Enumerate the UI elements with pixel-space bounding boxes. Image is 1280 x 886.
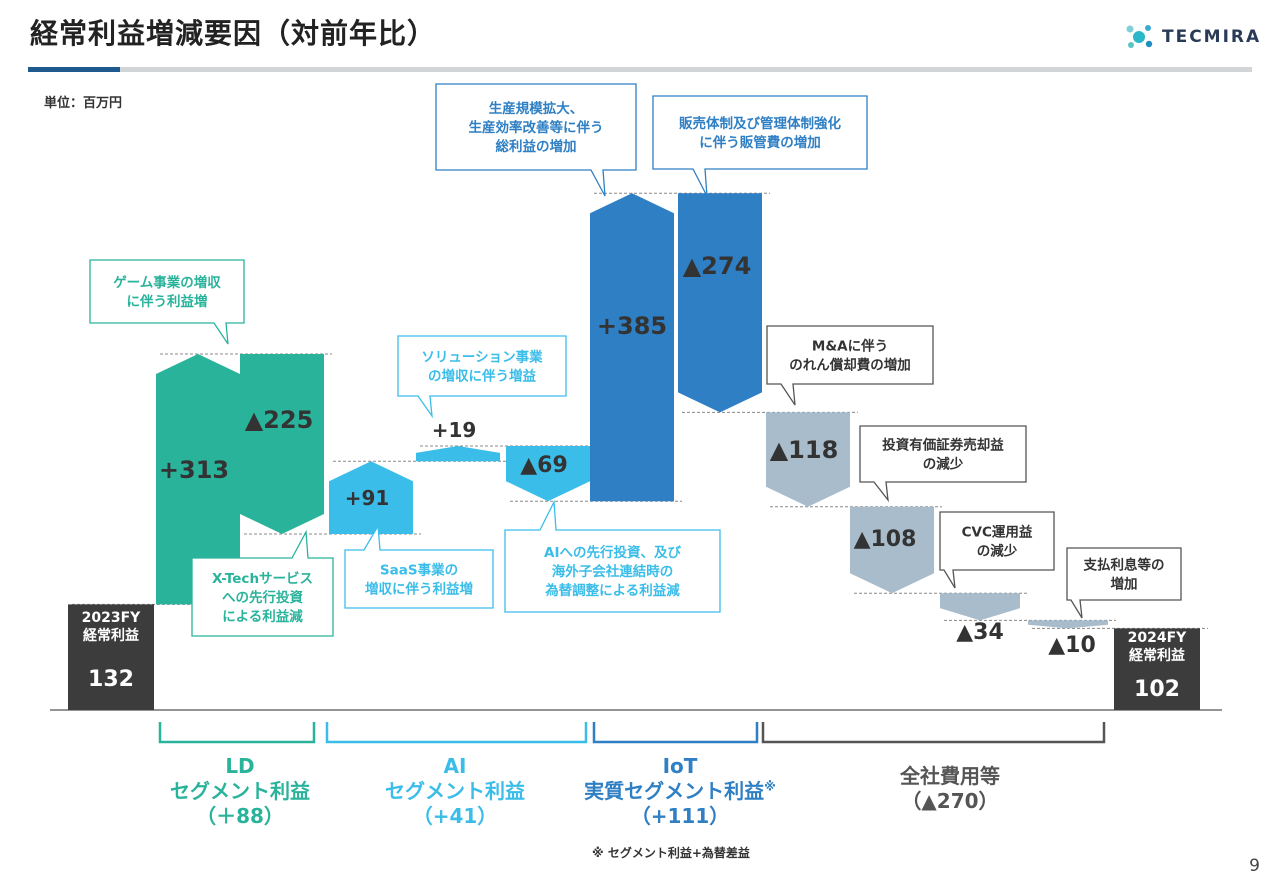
callout-text-corp-interest: 支払利息等の xyxy=(1083,557,1165,574)
callout-text-corp-cvc: CVC運用益 xyxy=(962,524,1033,541)
total-label-start: 2023FY xyxy=(82,610,142,626)
company-logo: TECMIRA xyxy=(1124,20,1261,54)
segment-total: （+111） xyxy=(630,804,730,828)
callout-corp-cvc xyxy=(939,511,1055,589)
callout-text-ld-xtech: への先行投資 xyxy=(222,589,303,606)
callout-text-corp-interest: 増加 xyxy=(1111,576,1138,593)
callout-text-ai-saas: SaaS事業の xyxy=(380,562,458,579)
callout-ld-xtech xyxy=(191,529,334,637)
callout-text-corp-sec: 投資有価証券売却益 xyxy=(882,437,1004,454)
bracket-ai xyxy=(325,722,588,744)
value-label-ai-solution: +19 xyxy=(432,418,477,442)
value-label-start: 132 xyxy=(88,667,134,692)
segment-name: LD xyxy=(225,754,255,778)
bar-ai-solution xyxy=(416,446,500,462)
bar-ld-game xyxy=(156,354,240,605)
bar-ai-invest xyxy=(506,446,590,502)
callout-text-iot-sga: に伴う販管費の増加 xyxy=(699,134,821,151)
callout-corp-interest xyxy=(1066,547,1182,619)
logo-text: TECMIRA xyxy=(1162,27,1262,47)
callout-text-ai-solution: の増収に伴う増益 xyxy=(428,368,536,385)
total-label-end: 経常利益 xyxy=(1129,647,1185,664)
value-label-corp-cvc: ▲34 xyxy=(956,620,1004,645)
segment-label-iot: IoT 実質セグメント利益※ （+111） xyxy=(555,754,805,829)
segment-name: AI xyxy=(443,754,467,778)
callout-text-ld-game: に伴う利益増 xyxy=(127,293,208,310)
callout-text-iot-gross: 総利益の増加 xyxy=(496,138,577,155)
value-label-end: 102 xyxy=(1134,677,1180,702)
bar-end xyxy=(1114,628,1200,710)
value-label-corp-sec: ▲108 xyxy=(854,527,917,552)
segment-label-ai: AI セグメント利益 （+41） xyxy=(340,754,570,829)
value-label-ld-game: +313 xyxy=(159,456,229,484)
bar-start xyxy=(68,604,154,710)
segment-label-corp: 全社費用等 （▲270） xyxy=(840,764,1060,814)
callout-text-corp-sec: の減少 xyxy=(923,456,964,473)
bar-iot-sga xyxy=(678,193,762,413)
segment-label-ld: LD セグメント利益 （＋88） xyxy=(140,754,340,829)
bar-corp-sec xyxy=(850,506,934,594)
header-rule xyxy=(120,67,1252,72)
total-label-end: 2024FY xyxy=(1128,630,1188,646)
callout-iot-sga xyxy=(652,95,868,197)
bar-corp-cvc xyxy=(940,593,1020,621)
segment-sub: 実質セグメント利益※ xyxy=(584,779,776,803)
callout-ld-game xyxy=(89,259,245,345)
callout-text-ai-invest: 海外子会社連結時の xyxy=(552,563,674,580)
bracket-ld xyxy=(158,722,316,744)
callout-text-corp-ma: M&Aに伴う xyxy=(812,338,888,355)
callout-iot-gross xyxy=(435,83,637,197)
value-label-iot-sga: ▲274 xyxy=(683,252,752,280)
bar-ld-xtech xyxy=(240,354,324,534)
segment-sub: セグメント利益 xyxy=(170,779,310,803)
callout-text-corp-cvc: の減少 xyxy=(977,543,1018,560)
segment-name: 全社費用等 xyxy=(900,764,1000,788)
callout-text-ai-invest: AIへの先行投資、及び xyxy=(544,544,681,561)
header-rule-accent xyxy=(28,67,120,72)
segment-name: IoT xyxy=(662,754,698,778)
value-label-corp-ma: ▲118 xyxy=(770,436,839,464)
callout-text-ai-solution: ソリューション事業 xyxy=(421,349,543,366)
segment-total: （＋88） xyxy=(196,804,284,828)
callout-text-iot-sga: 販売体制及び管理体制強化 xyxy=(679,115,841,132)
callout-text-iot-gross: 生産効率改善等に伴う xyxy=(469,119,604,136)
bar-corp-ma xyxy=(766,412,850,507)
bar-corp-interest xyxy=(1028,620,1108,629)
callout-text-corp-ma: のれん償却費の増加 xyxy=(789,357,911,374)
callout-text-ai-saas: 増収に伴う利益増 xyxy=(365,581,473,598)
callout-ai-saas xyxy=(344,523,494,609)
value-label-corp-interest: ▲10 xyxy=(1048,633,1096,658)
segment-mark: ※ xyxy=(764,779,776,794)
callout-ai-invest xyxy=(504,499,721,613)
callout-text-ld-xtech: による利益減 xyxy=(222,608,303,625)
bracket-iot xyxy=(592,722,759,744)
page-title: 経常利益増減要因（対前年比） xyxy=(30,17,437,50)
page-number: 9 xyxy=(1249,856,1260,876)
callout-text-ld-xtech: X-Techサービス xyxy=(212,571,313,587)
bar-iot-gross xyxy=(590,193,674,502)
callout-corp-sec xyxy=(859,425,1027,503)
segment-total: （▲270） xyxy=(901,789,999,813)
value-label-ai-invest: ▲69 xyxy=(520,453,568,478)
segment-sub: セグメント利益 xyxy=(385,779,525,803)
bracket-corp xyxy=(761,722,1106,744)
callout-corp-ma xyxy=(766,325,934,406)
callout-text-ai-invest: 為替調整による利益減 xyxy=(544,582,680,599)
value-label-ld-xtech: ▲225 xyxy=(245,406,314,434)
callout-text-ld-game: ゲーム事業の増収 xyxy=(113,274,221,291)
footnote: ※ セグメント利益+為替差益 xyxy=(592,846,750,860)
unit-label: 単位：百万円 xyxy=(44,96,123,111)
value-label-ai-saas: +91 xyxy=(345,486,390,510)
tecmira-logo-icon xyxy=(1126,25,1153,48)
segment-total: （+41） xyxy=(412,804,498,828)
bar-ai-saas xyxy=(329,461,413,534)
value-label-iot-gross: +385 xyxy=(597,312,667,340)
callout-text-iot-gross: 生産規模拡大、 xyxy=(489,100,584,117)
total-label-start: 経常利益 xyxy=(83,627,139,644)
callout-ai-solution xyxy=(397,335,567,419)
